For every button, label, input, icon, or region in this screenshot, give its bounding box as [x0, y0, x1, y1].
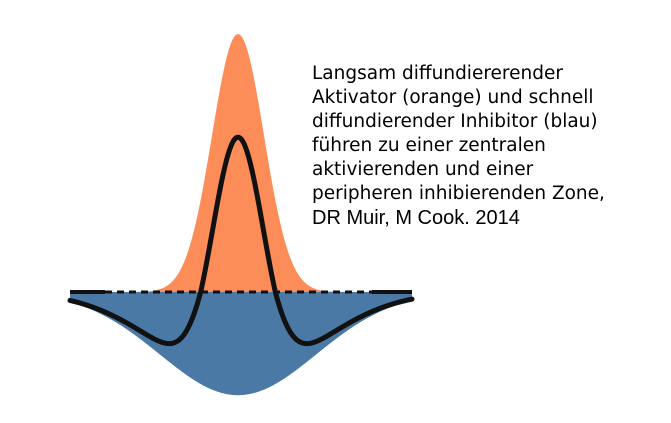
- caption-line: Aktivator (orange) und schnell: [312, 87, 594, 108]
- caption-line: peripheren inhibierenden Zone,: [312, 183, 605, 204]
- caption: Langsam diffundiererender Aktivator (ora…: [312, 62, 664, 231]
- caption-line: Langsam diffundiererender: [312, 63, 563, 84]
- caption-line: diffundierender Inhibitor (blau): [312, 111, 598, 132]
- caption-line: führen zu einer zentralen: [312, 135, 546, 156]
- activator-area: [70, 34, 412, 292]
- inhibitor-area: [70, 292, 412, 396]
- caption-credit: DR Muir, M Cook. 2014: [312, 207, 520, 229]
- net-activation-curve: [67, 134, 415, 347]
- caption-line: aktivierenden und einer: [312, 159, 534, 180]
